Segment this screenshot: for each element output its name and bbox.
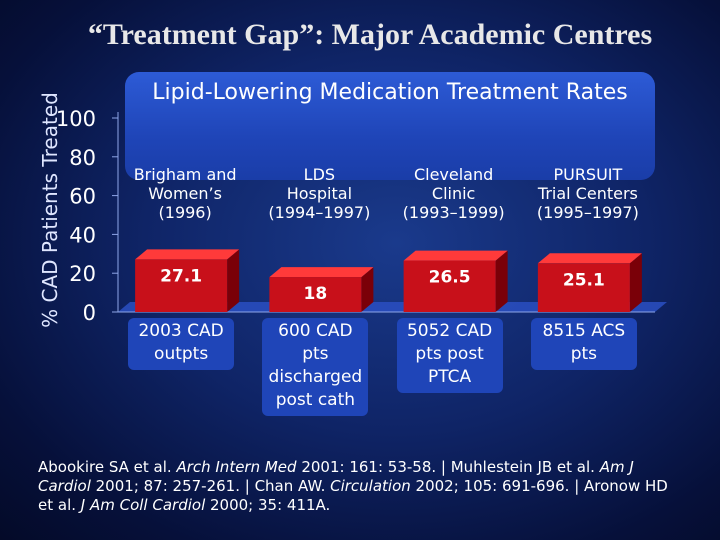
- sample-note: 5052 CAD pts post PTCA: [396, 318, 503, 393]
- bar: [537, 263, 630, 312]
- ref-journal-4: J Am Coll Cardiol: [80, 496, 206, 514]
- bar-value-label: 25.1: [563, 270, 605, 290]
- sample-note: 8515 ACS pts: [530, 318, 637, 370]
- sample-note-line: 8515 ACS: [542, 321, 626, 341]
- bar-value-label: 27.1: [160, 266, 202, 286]
- bar-side: [629, 253, 642, 312]
- ref-text-1: Abookire SA et al.: [38, 458, 177, 476]
- ref-text-4: 2002; 105: 691-696. | Aronow HD et al.: [38, 477, 668, 514]
- category-label: Cleveland Clinic (1993–1999): [389, 165, 519, 222]
- category-label-line: (1995–1997): [536, 203, 639, 222]
- bar: [135, 259, 228, 312]
- category-label-line: Clinic: [431, 184, 476, 203]
- chart-floor: [118, 302, 667, 312]
- category-label: LDS Hospital (1994–1997): [254, 165, 384, 222]
- bar-top: [269, 267, 374, 278]
- y-tick-label: 40: [69, 223, 96, 247]
- sample-note-line: pts: [302, 344, 329, 364]
- category-label-line: Hospital: [286, 184, 353, 203]
- sample-note-line: 2003 CAD: [138, 321, 224, 341]
- bar-side: [227, 249, 240, 312]
- sample-note-line: discharged: [268, 367, 363, 387]
- sample-note-line: pts post: [415, 344, 484, 364]
- y-tick-label: 100: [56, 107, 96, 131]
- y-tick-label: 80: [69, 146, 96, 170]
- references: Abookire SA et al. Arch Intern Med 2001:…: [38, 458, 678, 515]
- bar-top: [537, 253, 642, 264]
- category-label-line: (1994–1997): [268, 203, 371, 222]
- category-label-line: Brigham and: [133, 165, 237, 184]
- bar-top: [403, 250, 508, 261]
- category-label-line: Cleveland: [413, 165, 494, 184]
- bar-side: [495, 250, 508, 312]
- bar-top: [135, 249, 240, 260]
- category-label-line: Trial Centers: [537, 184, 638, 203]
- y-tick-label: 20: [69, 262, 96, 286]
- sample-note-line: post cath: [275, 390, 356, 410]
- ref-text-3: 2001; 87: 257-261. | Chan AW.: [90, 477, 331, 495]
- bar: [269, 277, 362, 312]
- sample-note-line: PTCA: [428, 367, 472, 387]
- ref-journal-3: Circulation: [330, 477, 411, 495]
- category-label-line: LDS: [303, 165, 336, 184]
- ref-journal-2: Am J Cardiol: [38, 458, 634, 495]
- slide-title: “Treatment Gap”: Major Academic Centres: [87, 18, 653, 51]
- category-label-line: (1996): [158, 203, 212, 222]
- category-label-line: (1993–1999): [402, 203, 505, 222]
- bar: [403, 260, 496, 312]
- bar-value-label: 18: [304, 284, 328, 304]
- sample-note-line: outpts: [154, 344, 209, 364]
- sample-note-line: pts: [570, 344, 598, 364]
- sample-note-line: 600 CAD: [278, 321, 353, 341]
- chart-header-panel: [125, 72, 655, 180]
- category-label-line: Women’s: [148, 184, 222, 203]
- sample-note: 600 CAD pts discharged post cath: [262, 318, 369, 416]
- y-tick-label: 60: [69, 185, 96, 209]
- category-label: PURSUIT Trial Centers (1995–1997): [523, 165, 653, 222]
- category-label-line: PURSUIT: [553, 165, 623, 184]
- chart-header-title: Lipid-Lowering Medication Treatment Rate…: [152, 80, 628, 105]
- ref-text-5: 2000; 35: 411A.: [205, 496, 331, 514]
- sample-note: 2003 CAD outpts: [128, 318, 235, 370]
- bar-value-label: 26.5: [429, 268, 471, 288]
- ref-journal-1: Arch Intern Med: [176, 458, 297, 476]
- y-tick-label: 0: [83, 301, 96, 325]
- ref-text-2: 2001: 161: 53-58. | Muhlestein JB et al.: [296, 458, 600, 476]
- bar-side: [361, 267, 374, 312]
- category-label: Brigham and Women’s (1996): [120, 165, 250, 222]
- sample-note-line: 5052 CAD: [406, 321, 493, 341]
